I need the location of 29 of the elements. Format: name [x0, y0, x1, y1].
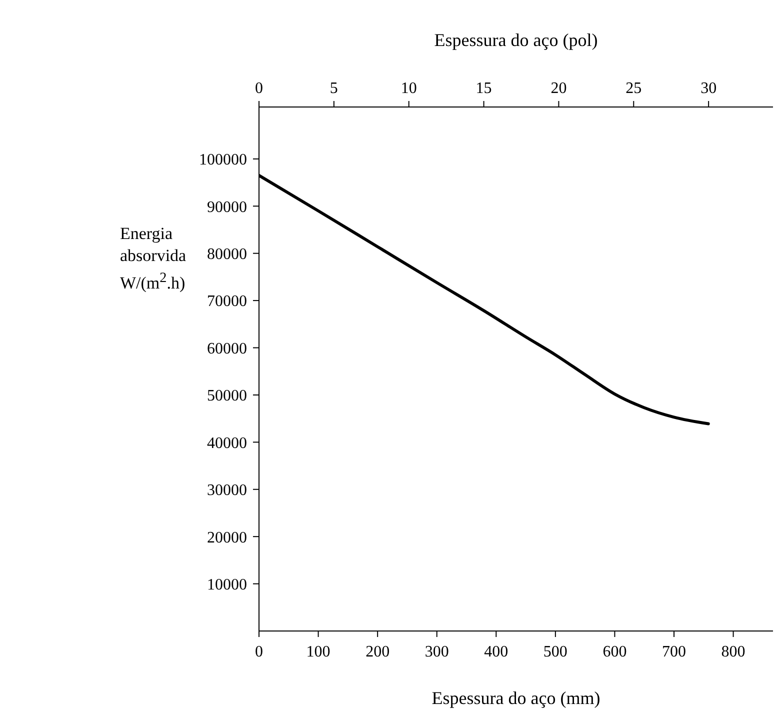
x2-tick-label: 25 — [626, 80, 642, 97]
y-tick-label: 10000 — [207, 576, 247, 594]
x-tick-label: 500 — [543, 643, 568, 660]
x2-axis-title: Espessura do aço (pol) — [433, 30, 599, 51]
y-tick-label: 50000 — [207, 388, 247, 405]
x2-tick-label: 0 — [255, 80, 263, 97]
x-tick-label: 600 — [602, 643, 627, 660]
y-axis-title: Energia absorvida W/(m$^{2}$.h) — [120, 223, 188, 295]
y-tick-label: 20000 — [207, 529, 247, 546]
x-tick-label: 400 — [484, 643, 508, 660]
y-tick-label: 100000 — [199, 152, 247, 169]
x2-tick-label: 15 — [476, 80, 492, 97]
y-tick-label: 60000 — [207, 340, 247, 358]
x-tick-label: 0 — [255, 643, 263, 660]
x2-tick-label: 10 — [400, 80, 417, 97]
x2-tick-label: 30 — [700, 80, 717, 97]
x-tick-label: 300 — [424, 643, 449, 660]
y-tick-label: 70000 — [207, 293, 247, 310]
y-tick-label: 80000 — [207, 246, 247, 264]
x2-tick-label: 5 — [330, 80, 338, 97]
x-tick-label: 100 — [306, 643, 330, 660]
y-tick-label: 90000 — [207, 198, 247, 216]
y-tick-label: 30000 — [207, 482, 247, 500]
x-tick-label: 700 — [662, 643, 686, 660]
x2-tick-label: 20 — [550, 80, 567, 97]
x-axis-title: Espessura do aço (mm) — [430, 688, 602, 709]
x-tick-label: 800 — [721, 643, 746, 660]
y-tick-label: 40000 — [207, 434, 247, 452]
x-tick-label: 200 — [366, 643, 390, 660]
